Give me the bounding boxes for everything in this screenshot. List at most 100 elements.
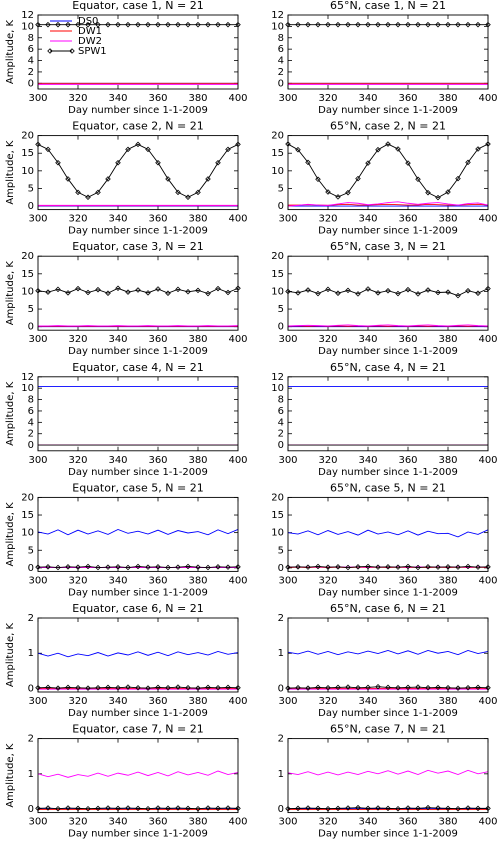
y-tick-label: 10 — [21, 383, 34, 394]
marker — [395, 21, 401, 28]
marker — [295, 564, 301, 570]
marker — [225, 289, 231, 296]
marker — [145, 564, 151, 570]
marker — [205, 564, 211, 571]
marker — [95, 685, 101, 691]
marker — [375, 683, 381, 690]
marker — [135, 287, 141, 293]
series-line — [37, 528, 239, 536]
x-axis-label: Day number since 1-1-2009 — [318, 346, 458, 357]
panel-title: Equator, case 2, N = 21 — [72, 120, 203, 133]
x-tick-label: 340 — [108, 93, 127, 104]
y-tick-label: 0 — [28, 201, 34, 212]
marker — [385, 21, 391, 28]
marker — [175, 286, 181, 293]
legend-marker — [47, 48, 53, 54]
x-tick-label: 340 — [108, 817, 127, 828]
marker — [355, 804, 361, 811]
x-tick-label: 300 — [28, 334, 47, 345]
marker — [335, 805, 341, 812]
marker — [75, 21, 81, 28]
marker — [475, 290, 481, 296]
y-tick-label: 0 — [278, 683, 284, 694]
y-tick-label: 10 — [21, 21, 34, 32]
marker — [175, 805, 181, 811]
x-tick-label: 400 — [478, 817, 497, 828]
marker — [385, 287, 391, 294]
series-line — [287, 649, 489, 656]
legend-label: SPW1 — [78, 46, 107, 57]
series-line — [287, 686, 489, 689]
marker — [335, 194, 341, 200]
y-tick-label: 20 — [21, 492, 34, 503]
x-tick-label: 380 — [188, 575, 207, 586]
x-tick-label: 300 — [278, 575, 297, 586]
marker — [395, 564, 401, 570]
x-tick-label: 320 — [318, 93, 337, 104]
marker — [435, 805, 441, 811]
x-tick-label: 340 — [358, 334, 377, 345]
y-tick-label: 2 — [28, 67, 34, 78]
marker — [195, 287, 201, 294]
x-tick-label: 400 — [228, 334, 247, 345]
marker — [215, 285, 221, 292]
x-tick-label: 400 — [478, 455, 497, 466]
marker — [145, 146, 151, 153]
marker — [95, 564, 101, 571]
x-tick-label: 380 — [438, 334, 457, 345]
marker — [125, 805, 131, 811]
x-tick-label: 320 — [68, 93, 87, 104]
marker — [165, 564, 171, 571]
marker — [125, 289, 131, 295]
x-tick-label: 400 — [228, 455, 247, 466]
marker — [85, 194, 91, 201]
x-tick-label: 300 — [278, 214, 297, 225]
marker — [135, 563, 141, 570]
marker — [145, 805, 151, 812]
marker — [155, 564, 161, 570]
y-tick-label: 2 — [278, 67, 284, 78]
marker — [305, 564, 311, 570]
marker — [315, 563, 321, 570]
marker — [425, 804, 431, 811]
x-tick-label: 300 — [278, 334, 297, 345]
y-tick-label: 5 — [28, 304, 34, 315]
y-tick-label: 5 — [28, 545, 34, 556]
marker — [95, 189, 101, 196]
marker — [45, 146, 51, 153]
plot-frame — [287, 376, 489, 452]
x-tick-label: 300 — [278, 455, 297, 466]
marker — [75, 805, 81, 812]
marker — [315, 290, 321, 297]
marker — [215, 21, 221, 28]
marker — [85, 21, 91, 28]
y-tick-label: 10 — [271, 383, 284, 394]
marker — [345, 189, 351, 196]
marker — [385, 141, 391, 147]
marker — [165, 290, 171, 296]
x-tick-label: 400 — [478, 575, 497, 586]
series-line — [287, 807, 488, 810]
marker — [195, 685, 201, 691]
marker — [155, 286, 161, 292]
marker — [385, 564, 391, 570]
marker — [365, 21, 371, 28]
x-tick-label: 340 — [358, 455, 377, 466]
marker — [225, 564, 231, 570]
marker — [205, 21, 211, 28]
marker — [425, 189, 431, 196]
y-tick-label: 5 — [278, 304, 284, 315]
x-tick-label: 380 — [438, 817, 457, 828]
x-tick-label: 300 — [278, 696, 297, 707]
marker — [465, 685, 471, 691]
marker — [65, 805, 71, 811]
marker — [105, 176, 111, 182]
plot-frame — [37, 617, 239, 693]
y-tick-label: 1 — [278, 769, 284, 780]
marker — [365, 160, 371, 166]
x-axis-label: Day number since 1-1-2009 — [318, 105, 458, 116]
marker — [165, 685, 171, 691]
marker — [325, 189, 331, 195]
marker — [315, 21, 321, 28]
marker — [115, 285, 121, 292]
